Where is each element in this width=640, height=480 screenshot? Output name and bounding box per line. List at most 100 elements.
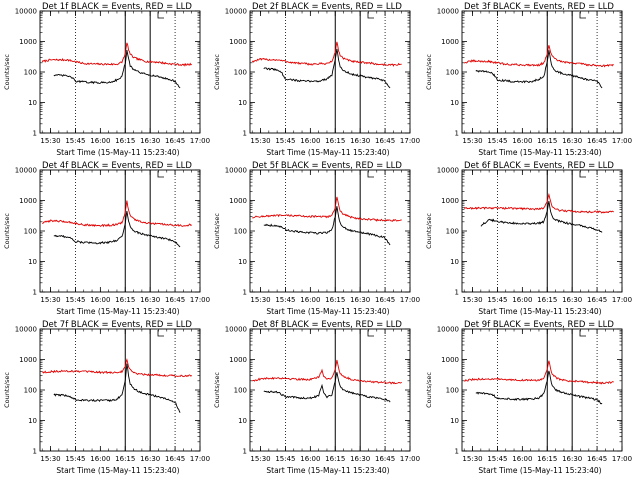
y-tick-label: 1 [455,130,459,138]
x-tick-label: 16:00 [90,455,110,463]
x-tick-label: 15:45 [487,137,507,145]
corner-marker-glyph [157,330,164,337]
x-tick-label: 16:30 [140,137,160,145]
x-tick-label: 16:45 [587,137,607,145]
y-tick-label: 1000 [19,356,37,364]
chart-panel-4: Det 4f BLACK = Events, RED = LLD Counts/s… [3,161,210,316]
y-tick-label: 100 [446,69,459,77]
y-tick-label: 10 [238,99,247,107]
lld-series-line [252,359,402,385]
x-tick-label: 16:30 [140,455,160,463]
y-tick-label: 1 [33,130,37,138]
y-tick-label: 1000 [229,197,247,205]
x-tick-label: 15:45 [487,455,507,463]
y-tick-label: 10 [238,417,247,425]
chart-panel-8: Det 8f BLACK = Events, RED = LLD Counts/s… [213,320,420,475]
corner-marker-glyph [367,12,374,19]
x-tick-label: 17:00 [612,455,632,463]
y-tick-label: 1000 [229,38,247,46]
x-tick-label: 16:30 [562,455,582,463]
plot-frame [461,169,623,293]
y-tick-label: 100 [234,387,247,395]
plot-frame [39,328,201,452]
x-tick-label: 15:30 [250,137,270,145]
events-series-line [263,372,391,403]
plot-frame [461,10,623,134]
plot-frame [249,328,411,452]
x-tick-label: 16:15 [325,296,345,304]
x-tick-label: 15:30 [462,137,482,145]
y-tick-label: 10000 [225,8,247,16]
y-tick-label: 10000 [15,326,37,334]
y-tick-label: 1000 [441,356,459,364]
y-tick-label: 10000 [437,8,459,16]
x-tick-label: 15:45 [275,137,295,145]
x-tick-label: 17:00 [400,137,420,145]
x-axis-label: Start Time (15-May-11 15:23:40) [478,307,601,316]
x-tick-label: 17:00 [190,455,210,463]
corner-marker-glyph [579,171,586,178]
y-tick-label: 100 [234,69,247,77]
corner-marker-glyph [367,171,374,178]
events-series-line [263,48,391,89]
x-tick-label: 17:00 [400,296,420,304]
chart-title: Det 4f BLACK = Events, RED = LLD [42,161,192,171]
x-tick-label: 16:15 [537,455,557,463]
y-tick-label: 10 [28,99,37,107]
lld-series-line [463,45,614,68]
x-tick-label: 16:30 [350,455,370,463]
x-axis-label: Start Time (15-May-11 15:23:40) [266,148,389,157]
y-tick-label: 100 [24,228,37,236]
chart-title: Det 3f BLACK = Events, RED = LLD [464,2,614,12]
x-tick-label: 17:00 [400,455,420,463]
x-tick-label: 16:00 [512,296,532,304]
x-axis-label: Start Time (15-May-11 15:23:40) [478,148,601,157]
x-tick-label: 17:00 [612,296,632,304]
y-tick-label: 10000 [15,8,37,16]
lld-series-line [41,42,192,67]
x-axis-label: Start Time (15-May-11 15:23:40) [56,466,179,475]
y-tick-label: 1000 [19,38,37,46]
chart-panel-7: Det 7f BLACK = Events, RED = LLD Counts/s… [3,320,210,475]
y-tick-label: 1000 [441,38,459,46]
x-tick-label: 15:45 [65,455,85,463]
y-tick-label: 100 [446,228,459,236]
lld-series-line [41,358,192,378]
chart-panel-9: Det 9f BLACK = Events, RED = LLD Counts/s… [425,320,632,475]
y-tick-label: 10 [28,417,37,425]
x-tick-label: 16:00 [300,455,320,463]
x-tick-label: 15:45 [65,296,85,304]
x-axis-label: Start Time (15-May-11 15:23:40) [56,148,179,157]
lld-series-line [463,192,614,214]
x-tick-label: 16:45 [587,455,607,463]
y-axis-label: Counts/sec [213,372,221,408]
y-tick-label: 1 [243,289,247,297]
x-axis-label: Start Time (15-May-11 15:23:40) [56,307,179,316]
chart-title: Det 8f BLACK = Events, RED = LLD [252,320,402,330]
corner-marker-glyph [579,330,586,337]
x-tick-label: 15:45 [275,455,295,463]
plot-frame [39,10,201,134]
x-tick-label: 16:00 [512,137,532,145]
x-tick-label: 15:45 [65,137,85,145]
lld-series-line [463,360,614,385]
x-tick-label: 16:15 [115,455,135,463]
x-tick-label: 15:30 [462,455,482,463]
corner-marker-glyph [367,330,374,337]
x-tick-label: 17:00 [612,137,632,145]
lld-series-line [251,196,402,222]
x-tick-label: 16:00 [300,137,320,145]
x-tick-label: 16:15 [537,137,557,145]
x-tick-label: 15:45 [487,296,507,304]
y-axis-label: Counts/sec [425,54,433,90]
chart-panel-1: Det 1f BLACK = Events, RED = LLD Counts/s… [3,2,210,157]
y-axis-label: Counts/sec [425,372,433,408]
x-tick-label: 16:15 [325,137,345,145]
events-series-line [53,210,181,248]
y-tick-label: 1 [455,448,459,456]
x-tick-label: 15:45 [275,296,295,304]
chart-title: Det 1f BLACK = Events, RED = LLD [42,2,192,12]
x-tick-label: 16:30 [562,296,582,304]
x-tick-label: 16:15 [537,296,557,304]
